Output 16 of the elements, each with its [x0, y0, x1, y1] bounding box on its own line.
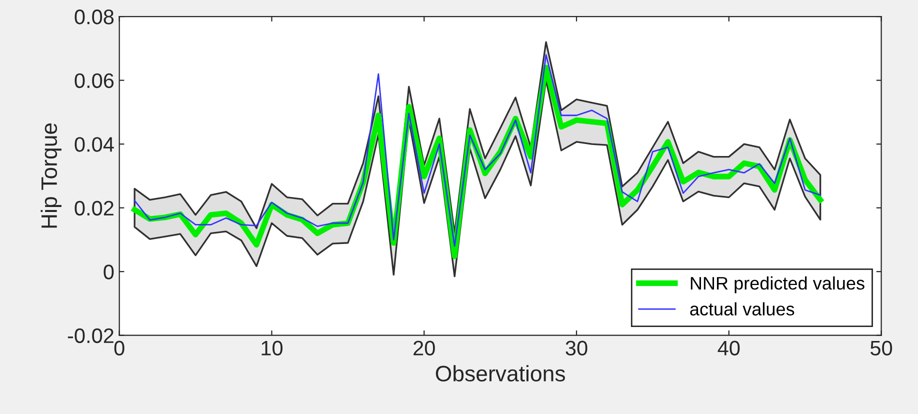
x-tick-label: 30: [566, 340, 588, 356]
y-tick-label: 0.06: [74, 73, 114, 88]
y-tick-label: 0.04: [74, 137, 114, 152]
x-axis-title: Observations: [436, 365, 565, 382]
x-tick-label: 10: [262, 340, 282, 356]
y-tick-label: -0.02: [68, 328, 114, 344]
y-tick-label: 0.02: [74, 200, 114, 216]
x-tick-label: 0: [114, 340, 124, 356]
y-tick-label: 0: [104, 264, 114, 280]
legend-label: actual values: [690, 302, 794, 316]
y-axis-title: Hip Torque: [40, 123, 62, 228]
x-tick-label: 20: [414, 340, 435, 356]
x-tick-label: 40: [718, 340, 740, 356]
x-tick-label: 50: [870, 340, 892, 356]
legend-label: NNR predicted values: [690, 276, 864, 294]
y-tick-label: 0.08: [74, 10, 114, 24]
